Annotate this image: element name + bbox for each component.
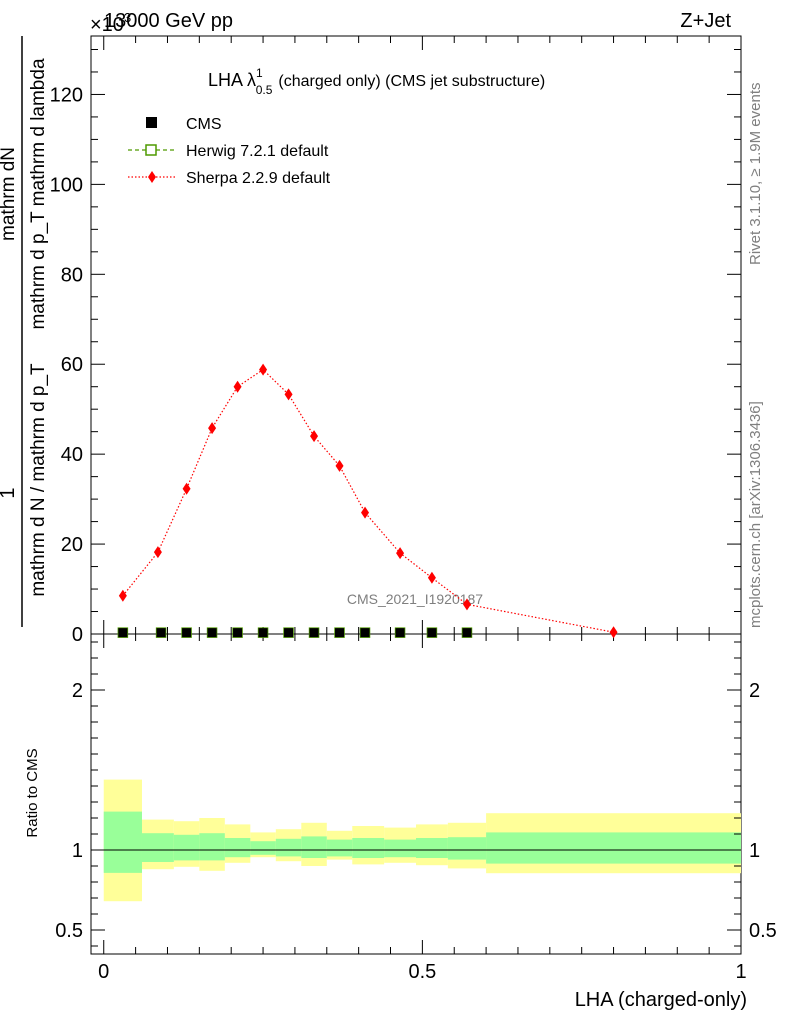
ratio-xtick-label: 1 — [735, 961, 746, 983]
sherpa-line — [122, 368, 614, 633]
ratio-ytick-label: 0.5 — [55, 920, 83, 942]
ratio-inner-band-9 — [352, 838, 385, 858]
sherpa-point — [233, 380, 242, 393]
plot-title: LHA λ1 0.5 (charged only) (CMS jet substru… — [208, 66, 545, 97]
cms-point — [284, 628, 294, 638]
cms-point — [182, 628, 192, 638]
cms-point — [360, 628, 370, 638]
ratio-bands — [103, 779, 741, 902]
ratio-inner-band-11 — [416, 838, 448, 858]
ratio-inner-band-7 — [301, 836, 327, 858]
ratio-ytick-label-right: 0.5 — [749, 920, 777, 942]
main-series — [117, 363, 618, 639]
cms-point — [335, 628, 345, 638]
main-ytick-label: 0 — [72, 624, 83, 646]
sherpa-point — [284, 388, 293, 401]
ratio-xtick-label: 0.5 — [408, 961, 436, 983]
sherpa-point — [310, 430, 319, 443]
ratio-inner-band-13 — [486, 832, 741, 864]
cms-point — [233, 628, 243, 638]
legend-herwig-marker — [145, 144, 157, 156]
main-ytick-label: 120 — [50, 84, 83, 106]
ratio-ylabel: Ratio to CMS — [24, 748, 41, 837]
sherpa-point — [182, 482, 191, 495]
legend: CMS Herwig 7.2.1 default Sherpa 2.2.9 de… — [128, 116, 331, 187]
cms-point — [462, 628, 472, 638]
ratio-ytick-label: 2 — [72, 680, 83, 702]
sherpa-point — [259, 363, 268, 376]
ratio-xtick-label: 0 — [98, 961, 109, 983]
ratio-inner-band-1 — [141, 833, 174, 862]
sherpa-point — [462, 598, 471, 611]
ylabel-denominator: mathrm d N / mathrm d p_T — [28, 363, 49, 597]
sherpa-point — [118, 589, 127, 602]
ratio-frame — [90, 633, 742, 955]
x-axis-label: LHA (charged-only) — [575, 989, 747, 1011]
sherpa-point — [361, 506, 370, 519]
ylabel-one: 1 — [0, 487, 19, 498]
mcplots-label: mcplots.cern.ch [arXiv:1306.3436] — [747, 401, 764, 628]
ratio-inner-band-8 — [326, 839, 353, 857]
legend-sherpa-label: Sherpa 2.2.9 default — [186, 170, 331, 187]
cms-point — [156, 628, 166, 638]
main-axes: 0 20 40 60 80 100 120 — [50, 36, 742, 646]
energy-label: 13000 GeV pp — [104, 10, 233, 32]
sherpa-point — [208, 422, 217, 435]
ylabel-numerator-2: mathrm d p_T mathrm d lambda — [28, 58, 49, 329]
ratio-inner-band-6 — [275, 838, 302, 857]
sherpa-point — [396, 547, 405, 560]
main-ytick-label: 100 — [50, 174, 83, 196]
cms-point — [118, 628, 128, 638]
analysis-watermark: CMS_2021_I1920187 — [347, 591, 483, 607]
legend-sherpa-marker — [148, 171, 156, 183]
ratio-inner-band-0 — [103, 811, 142, 873]
ratio-inner-band-10 — [384, 839, 416, 858]
ratio-axes: 0.5 0.51 12 20 0.5 1 — [55, 634, 777, 983]
ratio-ytick-label-right: 2 — [749, 680, 760, 702]
main-ytick-label: 80 — [61, 264, 83, 286]
ratio-ytick-label: 1 — [72, 840, 83, 862]
ratio-inner-band-3 — [199, 833, 225, 861]
process-label: Z+Jet — [680, 10, 731, 32]
multiplier-label: ×103 — [90, 10, 131, 36]
legend-herwig-label: Herwig 7.2.1 default — [186, 143, 329, 160]
ratio-inner-band-4 — [224, 838, 251, 858]
sherpa-point — [335, 459, 344, 472]
rivet-label: Rivet 3.1.10, ≥ 1.9M events — [747, 83, 764, 266]
cms-point — [309, 628, 319, 638]
ratio-ytick-label-right: 1 — [749, 840, 760, 862]
ratio-inner-band-5 — [250, 841, 276, 855]
ratio-inner-band-12 — [447, 837, 487, 860]
main-ylabel: 1 mathrm d N / mathrm d p_T mathrm dN ma… — [0, 36, 49, 627]
main-ytick-label: 40 — [61, 444, 83, 466]
cms-point — [395, 628, 405, 638]
cms-point — [207, 628, 217, 638]
sherpa-point — [153, 546, 162, 559]
cms-point — [427, 628, 437, 638]
main-ytick-label: 60 — [61, 354, 83, 376]
cms-point — [258, 628, 268, 638]
legend-cms-marker — [146, 117, 157, 128]
ylabel-numerator: mathrm dN — [0, 147, 19, 241]
sherpa-point — [609, 626, 618, 639]
ratio-inner-band-2 — [173, 834, 200, 861]
legend-cms-label: CMS — [186, 116, 222, 133]
main-ytick-label: 20 — [61, 534, 83, 556]
sherpa-point — [427, 571, 436, 584]
